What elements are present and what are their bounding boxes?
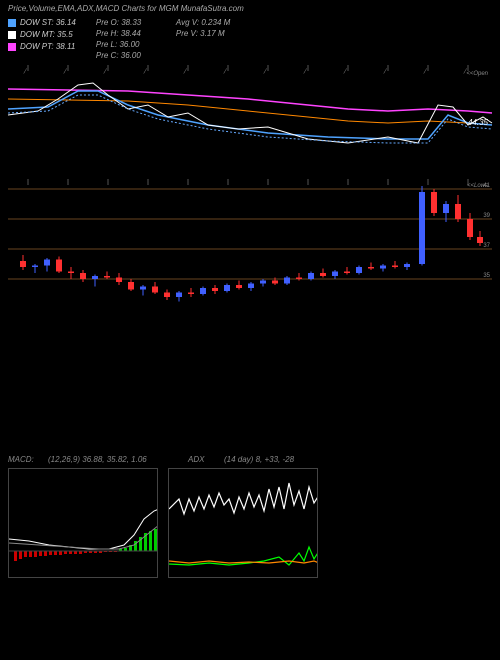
svg-text:35: 35	[483, 273, 490, 279]
svg-text:—: —	[222, 67, 230, 75]
svg-text:39: 39	[483, 213, 490, 219]
macd-chart	[8, 468, 158, 578]
adx-chart	[168, 468, 318, 578]
svg-text:—: —	[422, 67, 430, 75]
svg-text:—: —	[102, 67, 110, 75]
legend-item: DOW MT: 35.5	[8, 29, 76, 41]
macd-params: (12,26,9) 36.88, 35.82, 1.06	[48, 455, 178, 464]
ema-chart: ————————————<<Open44.35	[0, 65, 500, 175]
svg-text:—: —	[382, 67, 390, 75]
svg-text:—: —	[182, 67, 190, 75]
dow-legend-list: DOW ST: 36.14DOW MT: 35.5DOW PT: 38.11	[8, 17, 76, 61]
svg-text:—: —	[262, 67, 270, 75]
svg-text:37: 37	[483, 243, 490, 249]
svg-text:—: —	[142, 67, 150, 75]
page-title: Price,Volume,EMA,ADX,MACD Charts for MGM…	[8, 4, 492, 13]
svg-text:44.35: 44.35	[468, 118, 489, 127]
adx-label: ADX	[188, 455, 214, 464]
macd-label: MACD:	[8, 455, 38, 464]
svg-text:—: —	[22, 67, 30, 75]
svg-text:—: —	[302, 67, 310, 75]
svg-text:—: —	[62, 67, 70, 75]
stats-block: Pre O: 38.33Avg V: 0.234 MPre H: 38.44Pr…	[96, 17, 256, 61]
candlestick-chart: <<Lows35373941	[0, 175, 500, 313]
legend-item: DOW PT: 38.11	[8, 41, 76, 53]
legend-item: DOW ST: 36.14	[8, 17, 76, 29]
adx-params: (14 day) 8, +33, -28	[224, 455, 294, 464]
svg-text:41: 41	[483, 183, 490, 189]
svg-text:<<Open: <<Open	[466, 71, 488, 77]
svg-text:—: —	[342, 67, 350, 75]
